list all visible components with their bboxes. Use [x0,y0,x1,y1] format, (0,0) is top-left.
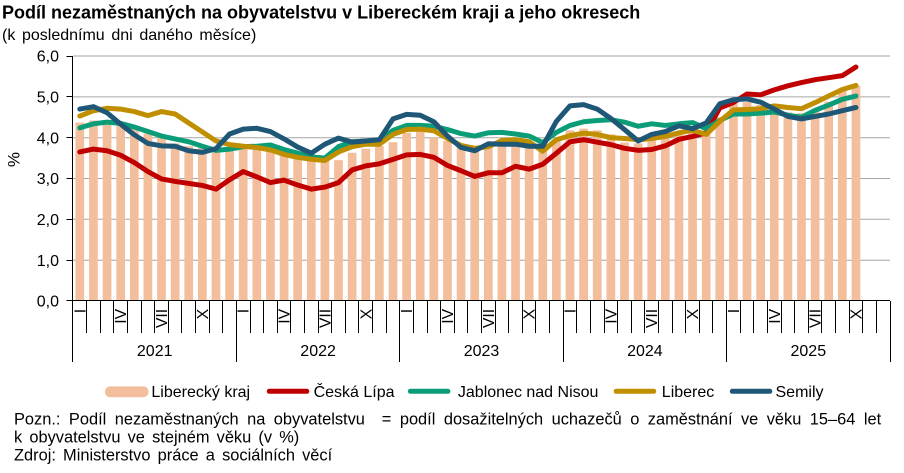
svg-text:Pozn.: Podíl nezaměstnaných na: Pozn.: Podíl nezaměstnaných na obyvatels… [14,411,882,429]
svg-text:I: I [236,309,253,313]
svg-text:%: % [5,152,24,167]
svg-text:X: X [522,308,539,319]
svg-text:k obyvatelstvu ve stejném věku: k obyvatelstvu ve stejném věku (v %) [14,429,299,447]
svg-text:Semily: Semily [776,384,824,401]
svg-text:Liberecký kraj: Liberecký kraj [151,384,250,401]
svg-text:Česká Lípa: Česká Lípa [314,382,395,401]
svg-text:IV: IV [277,308,294,323]
svg-text:VII: VII [154,309,171,328]
svg-text:IV: IV [440,308,457,323]
svg-text:X: X [358,308,375,319]
svg-text:0,0: 0,0 [37,294,59,311]
svg-text:VII: VII [481,309,498,328]
svg-text:IV: IV [113,308,130,323]
svg-text:Podíl nezaměstnaných na obyvat: Podíl nezaměstnaných na obyvatelstvu v L… [2,3,640,23]
svg-text:VII: VII [317,309,334,328]
svg-text:(k poslednímu dni daného měsíc: (k poslednímu dni daného měsíce) [2,27,256,44]
svg-text:I: I [72,309,89,313]
svg-text:I: I [726,309,743,313]
svg-text:IV: IV [603,308,620,323]
svg-text:X: X [195,308,212,319]
svg-text:1,0: 1,0 [37,253,59,270]
svg-text:4,0: 4,0 [37,130,59,147]
svg-text:VII: VII [644,309,661,328]
svg-text:I: I [563,309,580,313]
svg-text:Zdroj: Ministerstvo práce a so: Zdroj: Ministerstvo práce a sociálních v… [14,447,333,465]
svg-text:2025: 2025 [791,343,827,360]
svg-text:3,0: 3,0 [37,171,59,188]
svg-text:VII: VII [808,309,825,328]
svg-text:2021: 2021 [137,343,173,360]
svg-text:6,0: 6,0 [37,49,59,66]
svg-text:2024: 2024 [627,343,663,360]
svg-text:2,0: 2,0 [37,212,59,229]
svg-text:IV: IV [767,308,784,323]
svg-text:I: I [399,309,416,313]
svg-text:2023: 2023 [464,343,500,360]
svg-text:X: X [849,308,866,319]
svg-text:5,0: 5,0 [37,90,59,107]
svg-text:Liberec: Liberec [662,384,714,401]
svg-text:2022: 2022 [300,343,336,360]
svg-text:Jablonec nad Nisou: Jablonec nad Nisou [458,384,599,401]
svg-text:X: X [685,308,702,319]
